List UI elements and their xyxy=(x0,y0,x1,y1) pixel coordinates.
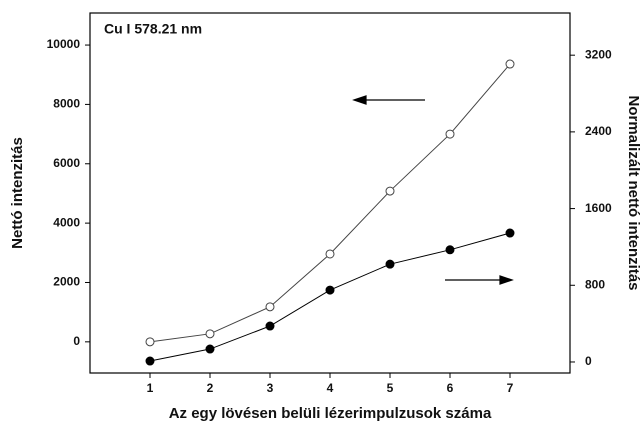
y-axis-title: Nettó intenzitás xyxy=(9,137,26,249)
data-point xyxy=(205,329,215,339)
data-point xyxy=(385,259,395,269)
y-tick-label: 0 xyxy=(73,334,80,348)
x-axis-title: Az egy lövésen belüli lézerimpulzusok sz… xyxy=(169,405,492,422)
series-line xyxy=(149,63,511,343)
plot-frame xyxy=(89,12,571,374)
data-point xyxy=(325,249,335,259)
x-tick-label: 6 xyxy=(447,381,454,395)
data-point xyxy=(505,228,515,238)
annotation: Cu I 578.21 nm xyxy=(104,21,202,37)
y2-tick-label: 3200 xyxy=(585,47,612,61)
data-point xyxy=(145,337,155,347)
data-point xyxy=(325,285,335,295)
data-point xyxy=(265,302,275,312)
y2-axis-title: Normalizált nettó intenzitás xyxy=(625,95,642,290)
y2-tick-label: 800 xyxy=(585,277,605,291)
data-point xyxy=(445,129,455,139)
data-point xyxy=(445,245,455,255)
x-tick-label: 5 xyxy=(387,381,394,395)
y2-tick-label: 2400 xyxy=(585,124,612,138)
x-tick-label: 2 xyxy=(207,381,214,395)
data-point xyxy=(205,344,215,354)
y2-tick-label: 1600 xyxy=(585,201,612,215)
x-tick-label: 7 xyxy=(507,381,514,395)
data-point xyxy=(385,186,395,196)
y-tick-label: 8000 xyxy=(53,97,80,111)
data-point xyxy=(265,321,275,331)
y2-tick-label: 0 xyxy=(585,354,592,368)
y-tick-label: 2000 xyxy=(53,275,80,289)
arrow-left xyxy=(352,95,425,105)
arrow-right xyxy=(445,275,514,285)
data-point xyxy=(505,59,515,69)
y-tick-label: 4000 xyxy=(53,215,80,229)
y-tick-label: 10000 xyxy=(47,37,81,51)
y-tick-label: 6000 xyxy=(53,156,80,170)
data-point xyxy=(145,356,155,366)
x-tick-label: 4 xyxy=(327,381,334,395)
x-tick-label: 1 xyxy=(147,381,154,395)
x-tick-label: 3 xyxy=(267,381,274,395)
